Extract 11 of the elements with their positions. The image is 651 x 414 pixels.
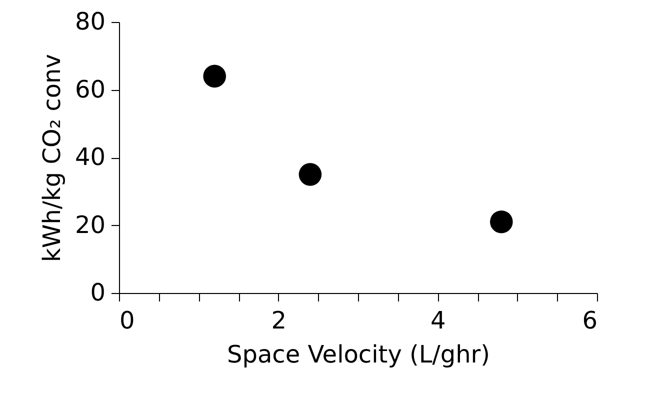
x-tick-label: 6 bbox=[582, 306, 598, 334]
x-tick-label: 2 bbox=[271, 306, 286, 334]
y-axis-title: kWh/kg CO₂ conv bbox=[38, 54, 66, 262]
y-tick-label: 60 bbox=[74, 75, 106, 104]
x-tick-label: 4 bbox=[430, 306, 446, 334]
y-tick-label: 0 bbox=[90, 278, 106, 306]
x-axis-title: Space Velocity (L/ghr) bbox=[226, 340, 490, 368]
y-tick-label: 80 bbox=[74, 8, 106, 36]
y-tick-label: 20 bbox=[74, 210, 106, 239]
x-tick-label: 0 bbox=[120, 306, 135, 334]
y-tick-label: 40 bbox=[74, 143, 106, 171]
